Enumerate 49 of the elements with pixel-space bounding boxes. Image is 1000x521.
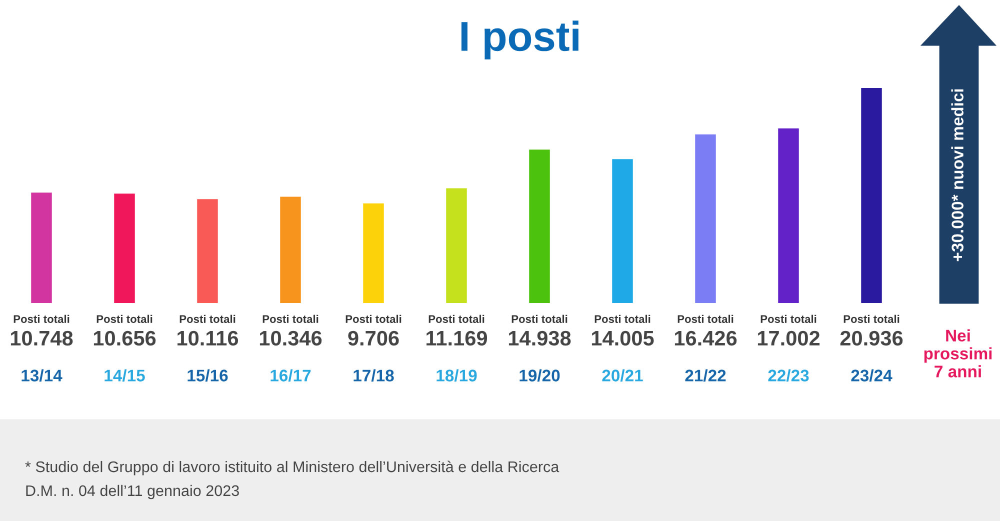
text: Posti totali xyxy=(262,314,318,323)
x-tick-label: 15/16 xyxy=(188,369,228,382)
bar xyxy=(529,150,550,303)
text: * Studio del Gruppo di lavoro istituito al Ministero dell’Università e della Ricerca xyxy=(25,460,560,476)
text: Posti totali xyxy=(428,314,484,323)
data-label: 14.005 xyxy=(592,330,654,346)
data-label: 14.938 xyxy=(508,330,571,346)
x-tick-label: 17/18 xyxy=(354,369,394,382)
chart-title: I posti xyxy=(461,20,578,60)
bar xyxy=(114,194,135,303)
x-tick-label: 13/14 xyxy=(22,369,62,382)
text: Posti totali xyxy=(96,314,152,323)
text: Posti totali xyxy=(678,314,734,323)
x-tick-label: 22/23 xyxy=(768,369,809,382)
x-tick-label: 14/15 xyxy=(104,369,145,382)
text: Posti totali xyxy=(512,314,568,323)
text: Nei prossimi 7 anni xyxy=(924,329,992,378)
text: +30.000* nuovi medici xyxy=(951,89,964,262)
text: Posti totali xyxy=(594,314,650,323)
data-label: 11.169 xyxy=(426,330,488,346)
data-label: 16.426 xyxy=(674,330,737,346)
bar xyxy=(778,128,799,303)
text: Posti totali xyxy=(14,314,70,323)
bar xyxy=(363,203,384,303)
text: Posti totali xyxy=(844,314,900,323)
text: Posti totali xyxy=(760,314,816,323)
x-tick-label: 18/19 xyxy=(436,369,477,382)
bar xyxy=(861,88,882,303)
data-label: 9.706 xyxy=(348,330,399,346)
x-tick-label: 21/22 xyxy=(685,369,726,382)
bar xyxy=(612,159,633,303)
x-tick-label: 20/21 xyxy=(602,369,643,382)
data-label: 10.748 xyxy=(10,330,73,346)
bar xyxy=(695,134,716,303)
bar xyxy=(31,192,52,303)
data-label: 20.936 xyxy=(840,330,903,346)
bar xyxy=(197,199,218,303)
data-label: 10.116 xyxy=(178,330,238,346)
bar xyxy=(446,188,467,303)
x-tick-label: 23/24 xyxy=(851,369,892,382)
data-label: 17.002 xyxy=(758,330,820,346)
x-tick-label: 16/17 xyxy=(270,369,311,382)
x-tick-label: 19/20 xyxy=(520,369,560,382)
text: Posti totali xyxy=(346,314,402,323)
text: D.M. n. 04 dell’11 gennaio 2023 xyxy=(26,484,239,500)
bar xyxy=(280,196,301,303)
data-label: 10.346 xyxy=(260,330,322,346)
text: Posti totali xyxy=(180,314,236,323)
data-label: 10.656 xyxy=(94,330,156,346)
